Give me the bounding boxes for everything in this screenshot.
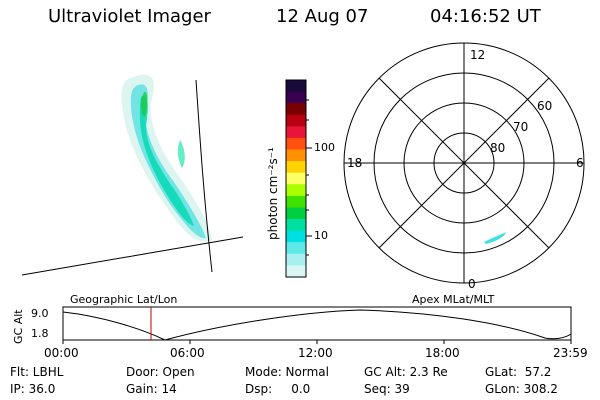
- altitude-curve: [62, 309, 572, 341]
- color-scale-segment: [286, 207, 306, 220]
- status-door: Door: Open: [126, 365, 195, 379]
- colorbar-ticks: [306, 99, 312, 256]
- status-glon: GLon: 308.2: [485, 382, 558, 396]
- status-seq: Seq: 39: [364, 382, 410, 396]
- color-scale-segment: [286, 184, 306, 197]
- status-gain: Gain: 14: [126, 382, 177, 396]
- time-tick: 12:00: [298, 346, 333, 360]
- color-scale-segment: [286, 230, 306, 243]
- color-scale-segment: [286, 242, 306, 255]
- polar-diagonal-2: [378, 77, 550, 249]
- orbit-timeline: [62, 306, 572, 344]
- timeline-right-title: Apex MLat/MLT: [412, 293, 495, 306]
- timeline-left-title: Geographic Lat/Lon: [70, 293, 178, 306]
- mlt-label-18: 18: [347, 156, 363, 170]
- altitude-axis-label: GC Alt: [12, 309, 25, 344]
- color-scale-segment: [286, 91, 306, 104]
- observation-time: 04:16:52 UT: [430, 6, 541, 27]
- auroral-oval-image: [121, 74, 212, 242]
- color-scale-segment: [286, 137, 306, 151]
- status-ip: IP: 36.0: [10, 382, 56, 396]
- latitude-line: [21, 236, 244, 276]
- colorbar-tick-label: 100: [314, 141, 335, 154]
- status-glat: GLat: 57.2: [485, 365, 552, 379]
- color-scale-segment: [286, 114, 306, 127]
- altitude-tick-min: 1.8: [31, 327, 49, 340]
- status-filter: Flt: LBHL: [10, 365, 64, 379]
- time-tick: 06:00: [170, 346, 205, 360]
- color-scale-segment: [286, 253, 306, 267]
- time-tick: 18:00: [425, 346, 460, 360]
- time-tick: 23:59: [553, 346, 588, 360]
- color-scale-segment: [286, 103, 306, 116]
- color-scale-bar: [286, 80, 306, 278]
- lat-label-70: 70: [513, 120, 529, 134]
- status-dsp: Dsp: 0.0: [245, 382, 311, 396]
- status-mode: Mode: Normal: [245, 365, 329, 379]
- lat-label-80: 80: [490, 141, 506, 155]
- colorbar-unit-label: photon cm⁻²s⁻¹: [266, 147, 280, 240]
- mlt-label-0: 0: [468, 277, 476, 291]
- color-scale-segment: [286, 219, 306, 232]
- altitude-tick-max: 9.0: [31, 307, 49, 320]
- observation-date: 12 Aug 07: [276, 6, 369, 27]
- geographic-image-panel: [21, 74, 244, 276]
- terminator-line: [195, 79, 213, 273]
- color-scale-segment: [286, 195, 306, 209]
- color-scale-frame: [285, 79, 307, 278]
- color-scale-segment: [286, 126, 306, 139]
- color-scale-segment: [286, 265, 306, 278]
- mlt-label-6: 6: [576, 156, 584, 170]
- polar-emission-patch: [484, 232, 506, 244]
- color-scale-segment: [286, 161, 306, 174]
- polar-mlt-plot: [343, 42, 585, 284]
- color-scale-segment: [286, 149, 306, 162]
- mlt-label-12: 12: [470, 48, 486, 62]
- instrument-title: Ultraviolet Imager: [48, 6, 211, 27]
- color-scale-segment: [286, 172, 306, 185]
- lat-label-60: 60: [537, 99, 553, 113]
- colorbar-tick-label: 10: [314, 229, 328, 242]
- status-gc-alt: GC Alt: 2.3 Re: [364, 365, 448, 379]
- color-scale-segment: [286, 80, 306, 93]
- time-tick: 00:00: [44, 346, 79, 360]
